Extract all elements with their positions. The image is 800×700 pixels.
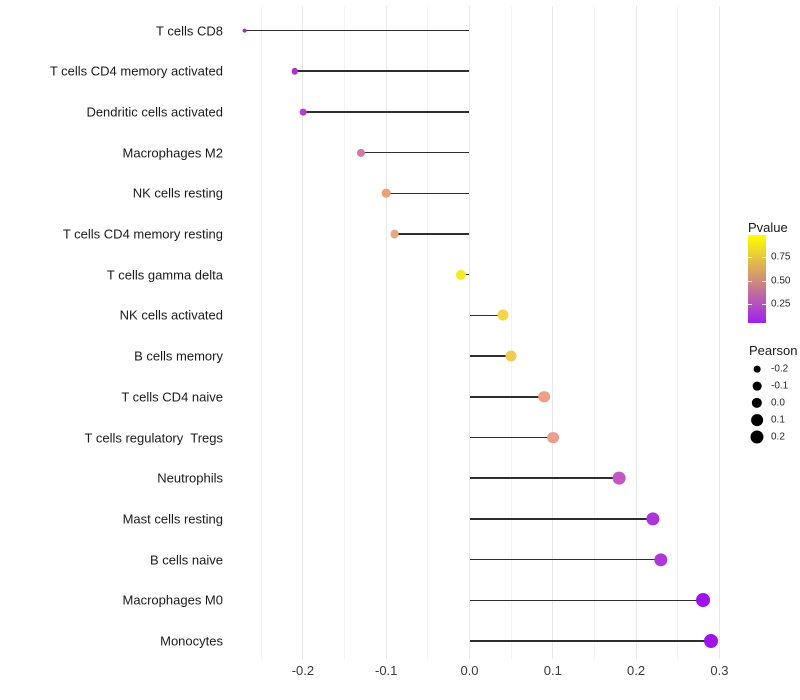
lollipop-segment	[394, 233, 470, 235]
pearson-legend-title: Pearson	[749, 343, 798, 358]
pearson-legend-dot	[752, 381, 762, 391]
colorbar-tick-label: 0.25	[771, 298, 791, 310]
y-axis-label: T cells regulatory Tregs	[84, 430, 223, 445]
lollipop-dot	[381, 188, 391, 198]
pearson-legend-label: 0.1	[771, 414, 785, 426]
y-axis-label: NK cells resting	[132, 185, 223, 201]
y-axis-label: B cells memory	[134, 348, 223, 364]
lollipop-dot	[299, 108, 307, 116]
pearson-legend-dot	[751, 413, 763, 426]
pearson-legend-label: -0.2	[771, 363, 789, 375]
lollipop-segment	[469, 477, 620, 479]
pearson-legend-dot	[751, 397, 763, 409]
colorbar-tick-mark	[748, 280, 752, 282]
minor-gridline	[260, 6, 262, 659]
lollipop-segment	[469, 314, 503, 317]
lollipop-segment	[469, 640, 712, 642]
colorbar-tick-mark	[762, 304, 766, 306]
lollipop-dot	[390, 229, 399, 239]
major-gridline	[385, 6, 387, 659]
pvalue-legend-title: Pvalue	[748, 220, 788, 235]
x-axis-tick-label: 0.3	[710, 663, 729, 678]
colorbar-tick-mark	[748, 257, 752, 259]
major-gridline	[302, 6, 304, 659]
major-gridline	[469, 6, 470, 659]
colorbar-tick-mark	[762, 257, 766, 259]
lollipop-segment	[361, 151, 470, 154]
lollipop-segment	[469, 518, 653, 520]
lollipop-dot	[546, 431, 559, 444]
colorbar-tick-mark	[762, 280, 766, 282]
lollipop-segment	[386, 192, 470, 195]
lollipop-dot	[505, 350, 517, 362]
y-axis-label: Macrophages M0	[122, 592, 223, 608]
x-axis-tick-label: -0.1	[374, 663, 398, 678]
lollipop-segment	[302, 111, 470, 113]
pearson-legend-label: 0.0	[771, 397, 785, 409]
lollipop-segment	[469, 355, 512, 357]
minor-gridline	[593, 6, 595, 659]
lollipop-dot	[456, 269, 467, 280]
minor-gridline	[344, 6, 346, 659]
lollipop-dot	[613, 471, 626, 485]
y-axis-label: T cells CD4 memory activated	[49, 63, 223, 79]
y-axis-label: T cells CD8	[156, 23, 223, 38]
pearson-legend-label: 0.2	[771, 431, 785, 443]
y-axis-label: T cells gamma delta	[106, 267, 223, 283]
major-gridline	[552, 6, 554, 659]
lollipop-segment	[469, 396, 545, 398]
x-axis-tick-label: 0.1	[543, 663, 562, 678]
lollipop-segment	[244, 29, 470, 32]
lollipop-dot	[704, 633, 719, 649]
y-axis-label: Neutrophils	[157, 470, 223, 486]
minor-gridline	[677, 6, 679, 659]
colorbar-tick-label: 0.75	[771, 251, 791, 263]
major-gridline	[635, 6, 637, 659]
y-axis-label: Macrophages M2	[122, 145, 223, 161]
pearson-legend-dot	[750, 430, 764, 444]
lollipop-dot	[242, 28, 247, 33]
pearson-legend-dot	[753, 365, 761, 373]
minor-gridline	[427, 6, 429, 659]
y-axis-label: Dendritic cells activated	[86, 104, 223, 120]
lollipop-dot	[695, 593, 710, 608]
colorbar-tick-label: 0.50	[771, 275, 791, 287]
minor-gridline	[510, 6, 512, 659]
lollipop-segment	[294, 70, 470, 72]
y-axis-label: T cells CD4 memory resting	[62, 226, 223, 242]
pvalue-colorbar	[748, 235, 766, 323]
y-axis-label: T cells CD4 naive	[121, 389, 223, 405]
lollipop-segment	[469, 599, 703, 602]
lollipop-dot	[646, 512, 660, 526]
lollipop-dot	[357, 148, 366, 157]
y-axis-label: NK cells activated	[119, 307, 223, 323]
lollipop-segment	[469, 436, 553, 439]
x-axis-tick-label: 0.2	[627, 663, 646, 678]
x-axis-tick-label: -0.2	[291, 663, 315, 678]
y-axis-label: B cells naive	[150, 552, 223, 568]
y-axis-label: Mast cells resting	[122, 511, 223, 527]
colorbar-tick-mark	[748, 304, 752, 306]
x-axis-tick-label: 0.0	[460, 663, 479, 678]
y-axis-label: Monocytes	[160, 633, 223, 649]
lollipop-dot	[538, 391, 551, 403]
pearson-legend-label: -0.1	[771, 380, 789, 392]
lollipop-segment	[469, 558, 662, 561]
lollipop-dot	[654, 552, 668, 567]
major-gridline	[718, 6, 720, 659]
lollipop-dot	[497, 309, 509, 321]
lollipop-dot	[291, 67, 298, 75]
